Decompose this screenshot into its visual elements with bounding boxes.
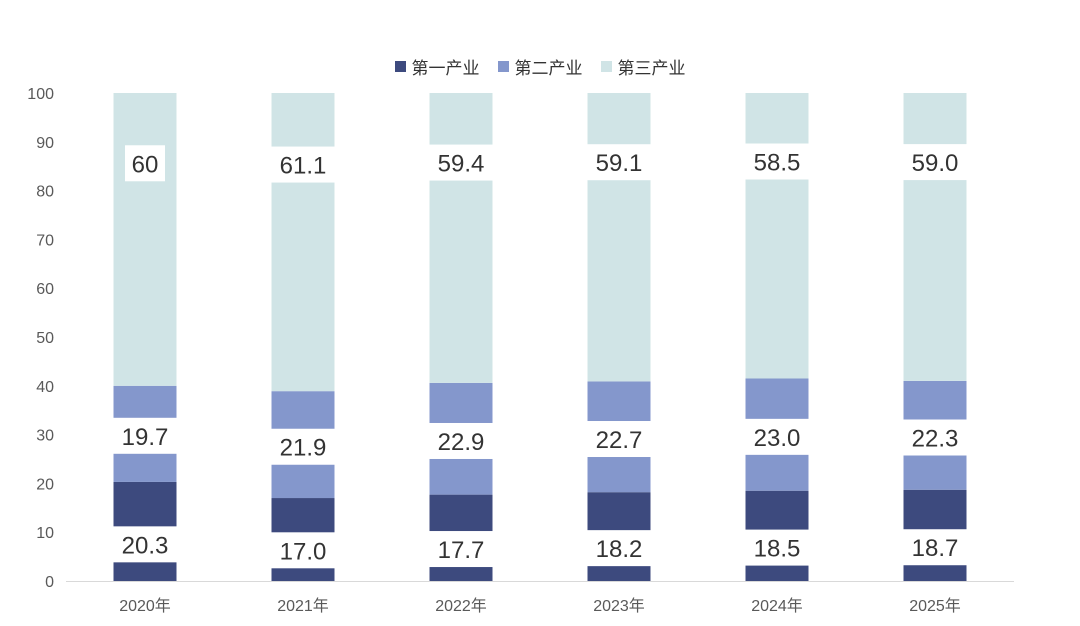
x-tick-label: 2021年 — [277, 597, 329, 615]
y-tick-label: 80 — [36, 184, 54, 201]
data-labels: 20.3 19.7 60 17.0 21.9 61.1 17.7 22.9 59.4 18.2 22… — [113, 143, 967, 569]
x-tick-label: 2023年 — [593, 597, 645, 615]
data-label: 18.2 — [596, 536, 643, 563]
data-label: 59.1 — [596, 150, 643, 177]
data-label: 22.7 — [596, 427, 643, 454]
data-label: 18.7 — [912, 535, 959, 562]
y-axis: 0 10 20 30 40 50 60 70 80 90 100 — [27, 86, 54, 591]
y-tick-label: 30 — [36, 428, 54, 445]
data-label-box — [745, 143, 809, 180]
data-label: 17.7 — [438, 537, 485, 564]
bars — [113, 93, 967, 581]
legend-item-primary: 第一产业 — [394, 54, 480, 79]
data-label: 61.1 — [280, 153, 327, 180]
y-tick-label: 10 — [36, 525, 54, 542]
data-label: 58.5 — [754, 150, 801, 177]
bar-segment — [745, 93, 809, 379]
data-label-box — [903, 529, 967, 566]
y-tick-label: 20 — [36, 476, 54, 493]
y-tick-label: 0 — [45, 574, 54, 591]
legend-swatch-tertiary — [600, 61, 612, 72]
x-tick-label: 2025年 — [909, 597, 961, 615]
legend-label-primary: 第一产业 — [411, 59, 480, 79]
y-tick-label: 40 — [36, 379, 54, 396]
legend-label-tertiary: 第三产业 — [617, 59, 686, 79]
y-tick-label: 70 — [36, 232, 54, 249]
legend: 第一产业 第二产业 第三产业 — [0, 54, 1080, 79]
y-tick-label: 50 — [36, 330, 54, 347]
legend-label-secondary: 第二产业 — [514, 59, 583, 79]
x-tick-label: 2020年 — [119, 597, 171, 615]
bar-segment — [587, 93, 651, 382]
bar-segment — [271, 93, 335, 392]
data-label-box — [125, 145, 165, 182]
data-label: 23.0 — [754, 425, 801, 452]
data-label-box — [429, 144, 493, 181]
y-tick-label: 90 — [36, 135, 54, 152]
data-label: 19.7 — [122, 424, 169, 451]
x-tick-label: 2022年 — [435, 597, 487, 615]
data-label: 20.3 — [122, 532, 169, 559]
bar-segment — [113, 93, 177, 386]
legend-item-secondary: 第二产业 — [497, 54, 583, 79]
x-axis: 2020年 2021年 2022年 2023年 2024年 2025年 — [66, 581, 1014, 615]
data-label-box — [429, 531, 493, 568]
data-label: 18.5 — [754, 536, 801, 563]
data-label-box — [903, 419, 967, 456]
data-label: 59.4 — [438, 151, 485, 178]
data-label: 59.0 — [912, 150, 959, 177]
data-label-box — [587, 421, 651, 458]
data-label-box — [113, 417, 177, 454]
data-label: 60 — [132, 151, 159, 178]
data-label-box — [587, 144, 651, 181]
legend-swatch-primary — [394, 61, 406, 72]
bar-segment — [429, 93, 493, 383]
data-label-box — [271, 428, 335, 465]
data-label-box — [745, 418, 809, 455]
data-label-box — [271, 532, 335, 569]
data-label: 17.0 — [280, 538, 327, 565]
y-tick-label: 100 — [27, 86, 54, 103]
data-label-box — [429, 422, 493, 459]
y-tick-label: 60 — [36, 281, 54, 298]
legend-item-tertiary: 第三产业 — [600, 54, 686, 79]
data-label: 21.9 — [280, 435, 327, 462]
data-label-box — [587, 530, 651, 567]
bar-segment — [903, 93, 967, 381]
data-label-box — [113, 526, 177, 563]
legend-swatch-secondary — [497, 61, 509, 72]
data-label-box — [271, 146, 335, 183]
x-tick-label: 2024年 — [751, 597, 803, 615]
data-label-box — [903, 144, 967, 181]
data-label: 22.9 — [438, 429, 485, 456]
data-label: 22.3 — [912, 426, 959, 453]
data-label-box — [745, 529, 809, 566]
